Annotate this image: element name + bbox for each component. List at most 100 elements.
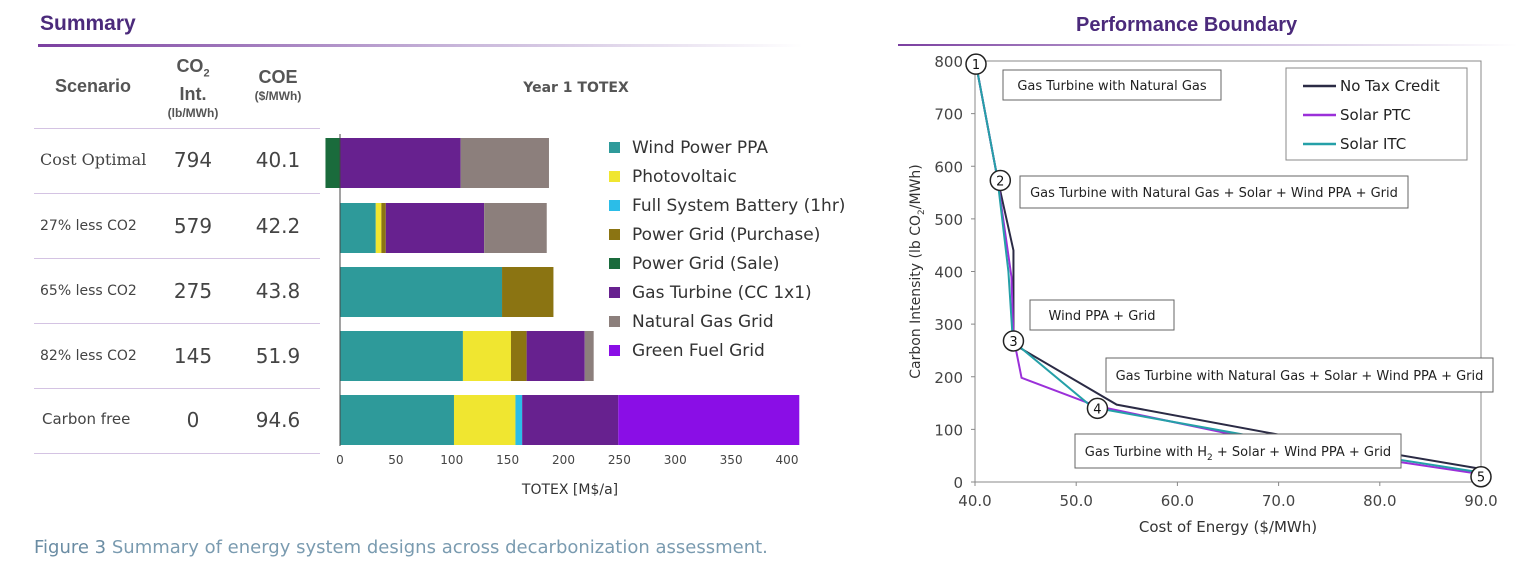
x-tick-label: 350 [720,453,743,467]
x-tick-label: 400 [776,453,799,467]
scenario-name: Cost Optimal [40,150,147,169]
scenario-name: 65% less CO2 [40,283,137,299]
legend-entry: Natural Gas Grid [632,312,774,332]
table-row-divider [34,323,320,324]
x-tick-label: 300 [664,453,687,467]
coe-header-label: COE [258,67,298,87]
x-tick-label: 80.0 [1363,492,1396,510]
scenario-name: Carbon free [42,410,131,428]
coe-header-units: ($/MWh) [254,89,302,103]
legend-entry: Full System Battery (1hr) [632,196,845,216]
y-axis-label-part: Carbon Intensity (lb CO [908,215,924,379]
performance-boundary-chart: 0 100 200 300 400 500 600 700 800 40.0 50.0 60.0 70.… [908,53,1498,536]
x-tick-label: 40.0 [958,492,991,510]
bar-segment-wind-power-ppa [340,395,454,445]
bar-segment-power-grid-purchase- [502,267,554,317]
table-row: 27% less CO2 579 42.2 [34,212,320,242]
legend-entry: Solar ITC [1340,135,1406,153]
legend-swatch [609,345,620,356]
co2-header-units: (lb/MWh) [167,105,219,120]
table-row: Cost Optimal 794 40.1 [34,146,320,176]
bar-segment-wind-power-ppa [340,331,463,381]
x-axis-label: Cost of Energy ($/MWh) [1139,518,1317,536]
x-tick-label: 60.0 [1161,492,1194,510]
x-tick-label: 90.0 [1464,492,1497,510]
y-tick-label: 800 [934,53,963,71]
scenario-marker [1086,397,1109,420]
annotation-text-subscript: 2 [1207,453,1213,463]
scenario-marker [1470,465,1492,488]
annotation-box [1105,357,1494,393]
co2-header: CO2 Int. (lb/MWh) [156,56,230,122]
bar-segment-photovoltaic [462,331,511,381]
co2-header-line2: Int. [179,83,207,104]
legend-swatch [609,316,620,327]
bar-segment-wind-power-ppa [340,267,503,317]
x-tick-label: 70.0 [1262,492,1295,510]
legend-entry: Power Grid (Purchase) [632,225,820,245]
co2-header-subscript: 2 [203,67,210,80]
co2-intensity-value: 275 [173,279,213,303]
co2-intensity-value: 145 [173,344,213,368]
y-tick-label: 0 [953,474,963,492]
annotation-box [1029,299,1175,331]
y-tick-label: 300 [934,316,963,334]
co2-intensity-value: 0 [186,408,200,432]
totex-chart-title: Year 1 TOTEX [522,80,629,96]
y-tick-label: 100 [934,421,963,439]
table-row-divider [34,453,320,454]
annotation-box [1074,433,1402,469]
table-row-divider [34,388,320,389]
x-tick-label: 0 [336,453,344,467]
legend-entry: Solar PTC [1340,106,1411,124]
y-tick-label: 700 [934,106,963,124]
annotation-box [1019,175,1409,209]
summary-title: Summary [40,12,136,35]
table-row: 65% less CO2 275 43.8 [34,277,320,307]
legend-swatch [609,142,620,153]
table-row-divider [34,258,320,259]
x-tick-label: 250 [608,453,631,467]
scenario-header: Scenario [54,76,132,96]
bar-segment-natural-gas-grid [584,331,594,381]
scenario-name: 27% less CO2 [40,218,137,234]
x-tick-label: 200 [552,453,575,467]
bar-segment-gas-turbine-cc-1x1- [385,203,485,253]
y-tick-label: 400 [934,264,963,282]
bar-segment-gas-turbine-cc-1x1- [526,331,585,381]
figure-caption: Figure 3 Summary of energy system design… [34,537,768,558]
scenario-marker [1002,330,1025,352]
coe-value: 42.2 [255,214,301,238]
coe-header: COE ($/MWh) [240,66,316,104]
co2-intensity-value: 794 [173,148,213,172]
y-tick-label: 600 [934,158,963,176]
co2-header-main: CO [176,56,204,76]
legend-entry: Photovoltaic [632,167,737,187]
bar-segment-green-fuel-grid [618,395,800,445]
annotation-box [1002,69,1222,101]
legend-entry: Green Fuel Grid [632,341,765,361]
annotation-text: Gas Turbine with Natural Gas + Solar + W… [1116,369,1484,384]
summary-title-underline [38,44,803,47]
legend-entry: No Tax Credit [1340,77,1440,95]
scenario-marker-label: 5 [1477,471,1485,486]
legend-swatch [609,287,620,298]
legend-entry: Gas Turbine (CC 1x1) [632,283,812,303]
legend-swatch [609,200,620,211]
annotation-text: Gas Turbine with Natural Gas [1017,79,1207,94]
bar-segment-power-grid-purchase- [381,203,386,253]
x-tick-label: 150 [496,453,519,467]
bar-segment-natural-gas-grid [484,203,547,253]
x-tick-label: 50.0 [1059,492,1092,510]
bar-segment-photovoltaic [375,203,382,253]
y-axis-label: Carbon Intensity (lb CO2/MWh) [908,164,927,378]
x-axis-label: TOTEX [M$/a] [521,482,618,498]
bar-segment-gas-turbine-cc-1x1- [522,395,619,445]
bar-segment-full-system-battery-1hr- [515,395,523,445]
boundary-title-underline [898,44,1518,46]
annotation-text-part: + Solar + Wind PPA + Grid [1213,445,1391,460]
bar-segment-power-grid-sale- [325,138,340,188]
bar-segment-wind-power-ppa [340,203,376,253]
x-tick-label: 50 [388,453,403,467]
annotation-text: Gas Turbine with Natural Gas + Solar + W… [1030,186,1398,201]
